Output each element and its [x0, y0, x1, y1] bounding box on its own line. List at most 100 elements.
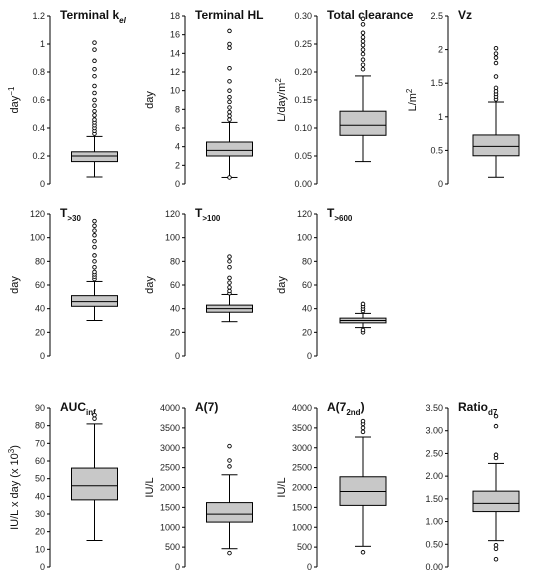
outlier-point: [493, 546, 499, 552]
outlier-point: [493, 413, 499, 419]
outlier-point: [92, 90, 97, 96]
outlier-point: [493, 55, 499, 60]
outlier-point: [227, 458, 232, 463]
outlier-point: [92, 269, 97, 275]
outlier-point: [493, 557, 499, 562]
y-tick-label: 0: [175, 562, 180, 572]
y-tick-label: 0.15: [294, 95, 312, 105]
iqr-box: [71, 295, 118, 307]
boxplot-panel-4: 0 20 40 60 80 100 120 T>30 day: [9, 206, 118, 361]
y-tick-label: 0: [40, 562, 45, 572]
y-tick-label: 4: [175, 142, 180, 152]
iqr-box: [206, 502, 253, 523]
panel-title: Ratiod7: [458, 400, 498, 417]
y-tick-label: 40: [35, 491, 45, 501]
outlier-point: [227, 254, 232, 259]
iqr-box: [71, 467, 118, 501]
outlier-point: [92, 83, 97, 89]
outlier-point: [360, 57, 366, 62]
y-tick-label: 80: [170, 256, 180, 266]
outlier-point: [227, 79, 232, 84]
y-axis-label: day: [9, 276, 21, 294]
y-tick-label: 12: [170, 67, 180, 77]
outlier-point: [92, 259, 97, 264]
boxplot-panel-0: 0 0.2 0.4 0.6 0.8 1 1.2 Terminal kel day−1: [7, 8, 127, 189]
y-tick-label: 0: [307, 562, 312, 572]
outlier-point: [92, 228, 97, 233]
y-tick-label: 2000: [160, 483, 180, 493]
y-tick-label: 60: [170, 280, 180, 290]
y-tick-label: 90: [35, 403, 45, 413]
outlier-point: [227, 175, 232, 180]
outlier-point: [92, 58, 97, 64]
outlier-point: [227, 443, 232, 449]
y-tick-label: 0.4: [32, 123, 45, 133]
y-tick-label: 20: [35, 527, 45, 537]
y-axis-label: L/m2: [405, 88, 419, 111]
y-tick-label: 2: [438, 45, 443, 55]
y-tick-label: 0: [40, 179, 45, 189]
y-tick-label: 100: [30, 233, 45, 243]
boxplot-panel-1: 0 2 4 6 8 10 12 14 16 18 Terminal HL day: [144, 8, 263, 189]
outlier-point: [360, 42, 366, 48]
y-tick-label: 1: [438, 112, 443, 122]
y-tick-label: 0.2: [32, 151, 45, 161]
outlier-point: [227, 285, 232, 290]
iqr-box: [472, 134, 520, 157]
y-tick-label: 0: [175, 179, 180, 189]
panel-title: A(7): [195, 400, 218, 414]
y-tick-label: 4000: [160, 403, 180, 413]
iqr-box: [472, 490, 520, 513]
outlier-point: [92, 238, 97, 244]
y-axis-label: day−1: [7, 86, 21, 113]
y-tick-label: 0.00: [425, 562, 443, 572]
outlier-point: [92, 416, 97, 421]
panel-title: Terminal HL: [195, 8, 263, 22]
outlier-point: [360, 550, 366, 555]
boxplot-panel-5: 0 20 40 60 80 100 120 T>100 day: [144, 206, 253, 361]
y-tick-label: 6: [175, 123, 180, 133]
y-tick-label: 120: [30, 209, 45, 219]
outlier-point: [92, 265, 97, 270]
outlier-point: [227, 464, 232, 469]
y-tick-label: 3500: [292, 423, 312, 433]
y-tick-label: 0.00: [294, 179, 312, 189]
y-tick-label: 18: [170, 11, 180, 21]
y-tick-label: 80: [35, 256, 45, 266]
outlier-point: [493, 85, 499, 91]
outlier-point: [360, 51, 366, 57]
y-tick-label: 80: [35, 421, 45, 431]
y-tick-label: 100: [297, 233, 312, 243]
y-tick-label: 2500: [292, 463, 312, 473]
outlier-point: [92, 40, 97, 45]
outlier-point: [493, 74, 499, 79]
outlier-point: [92, 66, 97, 72]
y-tick-label: 120: [297, 209, 312, 219]
outlier-point: [227, 117, 232, 122]
panel-title: AUCinf: [60, 400, 96, 417]
iqr-box: [339, 110, 387, 136]
outlier-point: [227, 288, 232, 294]
y-tick-label: 2.00: [425, 471, 443, 481]
y-tick-label: 1.5: [430, 78, 443, 88]
outlier-point: [360, 35, 366, 40]
y-tick-label: 20: [35, 327, 45, 337]
panel-title: A(72nd): [327, 400, 365, 417]
panel-title: T>30: [60, 206, 81, 223]
y-tick-label: 3000: [292, 443, 312, 453]
outlier-point: [227, 41, 232, 47]
outlier-point: [92, 108, 97, 114]
outlier-point: [227, 275, 232, 281]
y-tick-label: 40: [170, 304, 180, 314]
y-tick-label: 20: [170, 327, 180, 337]
y-tick-label: 1.50: [425, 494, 443, 504]
boxplot-panel-7: 0 10 20 30 40 50 60 70 80 90 AUCinf IU/L x day (x 1…: [7, 400, 118, 572]
y-tick-label: 70: [35, 438, 45, 448]
outlier-point: [227, 105, 232, 110]
outlier-point: [493, 452, 499, 458]
y-tick-label: 2.50: [425, 448, 443, 458]
boxplot-panel-2: 0.00 0.05 0.10 0.15 0.20 0.25 0.30 Total cleara…: [274, 8, 414, 189]
y-tick-label: 1000: [160, 522, 180, 532]
outlier-point: [227, 66, 232, 71]
